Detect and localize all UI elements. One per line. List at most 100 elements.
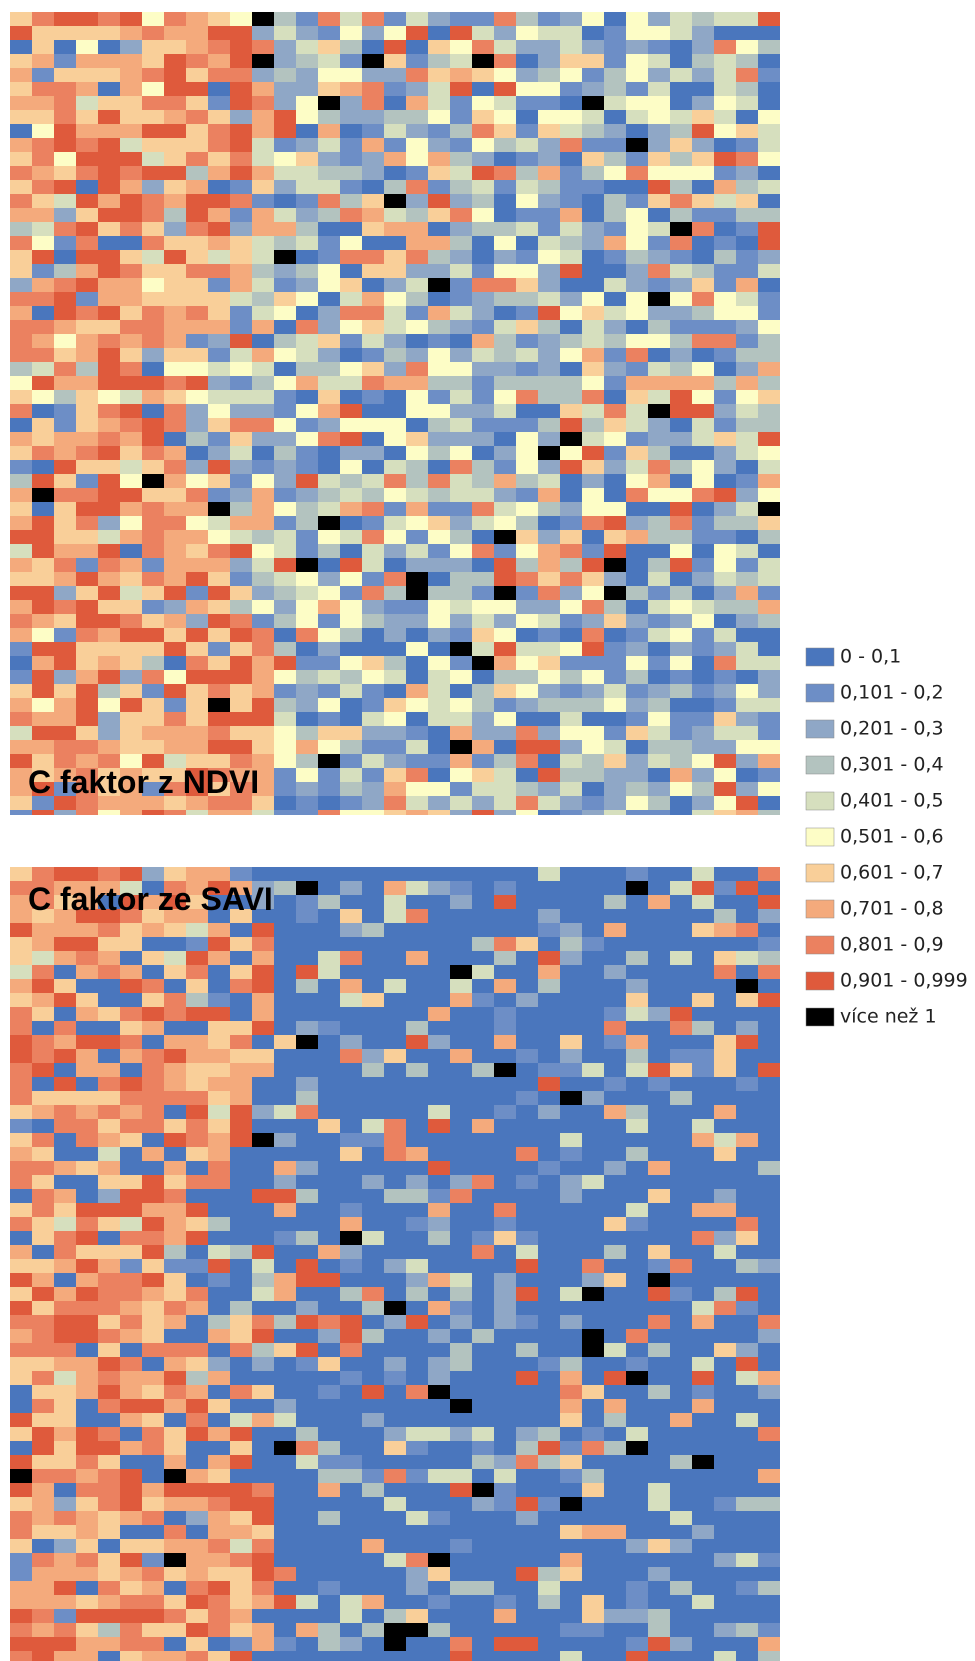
raster-cell [538,208,560,222]
raster-cell [208,698,230,712]
raster-cell [516,1385,538,1399]
raster-cell [560,152,582,166]
raster-cell [252,1441,274,1455]
raster-cell [318,1315,340,1329]
raster-cell [406,740,428,754]
raster-cell [758,110,780,124]
raster-cell [76,614,98,628]
raster-cell [76,390,98,404]
raster-cell [472,292,494,306]
raster-cell [296,68,318,82]
raster-cell [516,796,538,810]
raster-cell [230,68,252,82]
raster-cell [582,600,604,614]
raster-cell [142,404,164,418]
raster-cell [32,726,54,740]
raster-cell [296,923,318,937]
raster-cell [604,726,626,740]
raster-cell [604,656,626,670]
raster-cell [406,895,428,909]
raster-cell [76,208,98,222]
raster-cell [164,348,186,362]
raster-cell [340,404,362,418]
raster-cell [186,1441,208,1455]
raster-cell [296,502,318,516]
raster-cell [296,1329,318,1343]
raster-cell [736,82,758,96]
raster-cell [428,348,450,362]
raster-cell [362,993,384,1007]
raster-cell [428,488,450,502]
raster-cell [538,712,560,726]
raster-cell [362,1455,384,1469]
raster-cell [142,1385,164,1399]
raster-cell [450,96,472,110]
raster-cell [10,1413,32,1427]
raster-cell [120,348,142,362]
raster-cell [450,909,472,923]
raster-cell [10,138,32,152]
raster-cell [494,1035,516,1049]
raster-cell [582,404,604,418]
raster-cell [76,362,98,376]
raster-cell [164,1035,186,1049]
raster-cell [428,1133,450,1147]
raster-cell [32,54,54,68]
raster-cell [670,1497,692,1511]
raster-cell [428,614,450,628]
raster-cell [164,1609,186,1623]
raster-cell [164,1413,186,1427]
raster-cell [406,208,428,222]
raster-cell [296,881,318,895]
raster-cell [164,1287,186,1301]
raster-cell [758,460,780,474]
raster-cell [164,1525,186,1539]
raster-cell [318,1329,340,1343]
raster-cell [318,1525,340,1539]
raster-cell [560,586,582,600]
raster-cell [230,1091,252,1105]
raster-cell [582,881,604,895]
raster-cell [318,194,340,208]
raster-cell [406,1329,428,1343]
raster-cell [142,544,164,558]
raster-cell [274,1035,296,1049]
map-ndvi [10,12,780,815]
raster-cell [98,1497,120,1511]
raster-cell [428,404,450,418]
raster-cell [450,937,472,951]
raster-cell [626,1595,648,1609]
raster-cell [208,1469,230,1483]
raster-cell [120,923,142,937]
raster-cell [604,1567,626,1581]
raster-cell [340,1049,362,1063]
raster-cell [670,558,692,572]
raster-cell [318,404,340,418]
raster-cell [450,642,472,656]
raster-cell [98,810,120,815]
raster-cell [120,278,142,292]
raster-cell [714,362,736,376]
raster-cell [318,782,340,796]
raster-cell [186,1623,208,1637]
raster-cell [142,488,164,502]
raster-cell [296,166,318,180]
raster-cell [186,362,208,376]
raster-cell [186,460,208,474]
raster-cell [142,979,164,993]
raster-cell [450,572,472,586]
raster-cell [120,96,142,110]
raster-cell [472,796,494,810]
raster-cell [98,1455,120,1469]
raster-cell [362,1021,384,1035]
raster-cell [230,236,252,250]
raster-cell [472,1469,494,1483]
raster-cell [560,796,582,810]
raster-cell [32,320,54,334]
raster-cell [230,740,252,754]
raster-cell [494,502,516,516]
raster-cell [736,684,758,698]
map-title: C faktor z NDVI [28,764,259,800]
raster-cell [274,1399,296,1413]
raster-cell [318,432,340,446]
